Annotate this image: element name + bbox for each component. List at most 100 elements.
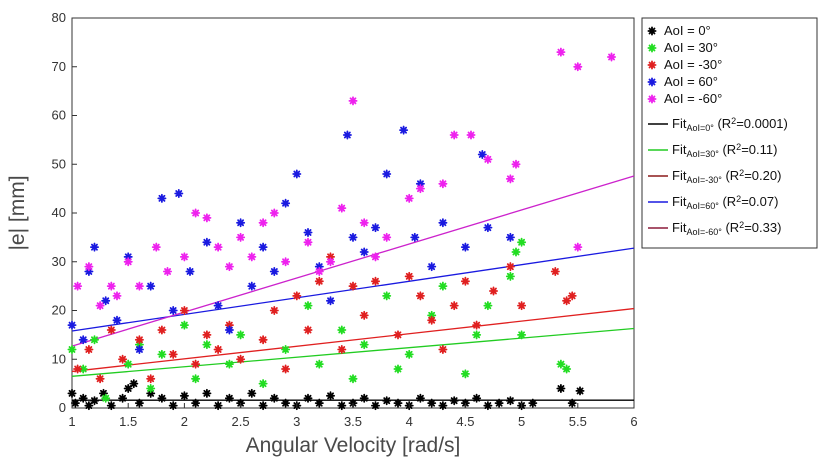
data-point [236, 330, 246, 340]
data-point [70, 398, 80, 408]
y-tick-label: 40 [52, 205, 66, 220]
data-point [269, 393, 279, 403]
data-point [101, 296, 111, 306]
data-point [258, 242, 268, 252]
legend-entry: AoI = -30° [664, 57, 722, 72]
data-point [303, 301, 313, 311]
data-point [393, 398, 403, 408]
data-point [483, 223, 493, 233]
data-point [157, 393, 167, 403]
plot-area: 1 1.5 2 2.5 3 3.5 4 4.5 5 5.5 6 0 10 20 30 40 50 60 70 80 [52, 10, 638, 429]
data-point [78, 364, 88, 374]
data-point [466, 130, 476, 140]
data-point [472, 393, 482, 403]
data-point [460, 242, 470, 252]
data-point [326, 252, 335, 262]
data-point [399, 125, 409, 135]
data-point [415, 291, 425, 301]
data-point [258, 401, 268, 411]
data-point [359, 393, 369, 403]
data-point [281, 198, 291, 208]
data-point [134, 281, 144, 291]
data-point [67, 345, 77, 354]
data-point [483, 301, 493, 311]
series-2 [73, 252, 577, 384]
data-point [157, 193, 167, 203]
data-point [404, 193, 414, 203]
x-tick-label: 6 [630, 414, 637, 429]
data-point [106, 325, 116, 335]
data-point [382, 169, 392, 179]
data-point [174, 189, 184, 198]
data-point [112, 315, 122, 325]
data-point [573, 242, 583, 252]
data-point [404, 349, 414, 359]
data-point [438, 179, 448, 189]
data-point [460, 276, 470, 286]
data-point [90, 242, 99, 252]
data-point [118, 393, 128, 403]
data-point [505, 262, 515, 272]
x-axis-ticks: 1 1.5 2 2.5 3 3.5 4 4.5 5 5.5 6 [68, 403, 638, 429]
data-point [202, 237, 212, 247]
data-point [269, 306, 279, 315]
legend-marker [647, 26, 657, 36]
data-point [371, 276, 380, 286]
legend-marker [647, 94, 657, 104]
data-point [168, 401, 178, 411]
data-point [348, 281, 358, 291]
data-point [78, 335, 88, 345]
x-tick-label: 5 [518, 414, 525, 429]
data-point [146, 374, 156, 384]
data-point [95, 301, 105, 311]
data-point [404, 271, 414, 281]
legend-entry: AoI = 60° [664, 74, 718, 89]
data-point [326, 296, 335, 306]
data-point [342, 130, 352, 140]
data-point [213, 401, 223, 411]
data-point [415, 184, 425, 194]
y-tick-label: 0 [59, 400, 66, 415]
data-point [78, 393, 88, 403]
y-axis-title: |e| [mm] [6, 175, 29, 250]
data-point [517, 301, 527, 311]
data-point [427, 262, 437, 272]
y-axis-ticks: 0 10 20 30 40 50 60 70 80 [52, 10, 77, 415]
data-point [247, 252, 257, 262]
data-point [236, 354, 246, 364]
data-point [359, 340, 369, 350]
series-4 [73, 47, 616, 311]
data-point [84, 267, 94, 276]
data-point [67, 388, 77, 398]
data-point [371, 223, 380, 233]
data-point [123, 252, 133, 262]
data-point [314, 398, 324, 408]
data-point [191, 398, 201, 408]
data-point [337, 401, 347, 411]
data-point [202, 330, 212, 340]
data-point [505, 271, 515, 281]
data-point [118, 354, 128, 364]
data-point [314, 359, 324, 369]
data-point [269, 267, 279, 276]
data-point [224, 359, 234, 369]
x-tick-label: 1 [68, 414, 75, 429]
legend-fit-entry: FitAoI=60° (R2=0.07) [672, 194, 778, 211]
data-point [427, 398, 437, 408]
data-point [575, 386, 585, 396]
data-point [505, 396, 515, 406]
plot-frame [71, 17, 635, 409]
data-point [517, 330, 527, 340]
data-point [472, 330, 482, 340]
data-point [202, 213, 212, 223]
data-point [163, 267, 172, 276]
data-point [258, 379, 268, 389]
data-point [67, 320, 77, 330]
data-point [191, 359, 201, 369]
data-point [303, 325, 313, 335]
data-point [281, 345, 291, 354]
x-tick-label: 4.5 [456, 414, 474, 429]
x-axis-title: Angular Velocity [rad/s] [246, 434, 461, 457]
fit-line-4 [71, 175, 635, 347]
data-point [337, 345, 347, 354]
